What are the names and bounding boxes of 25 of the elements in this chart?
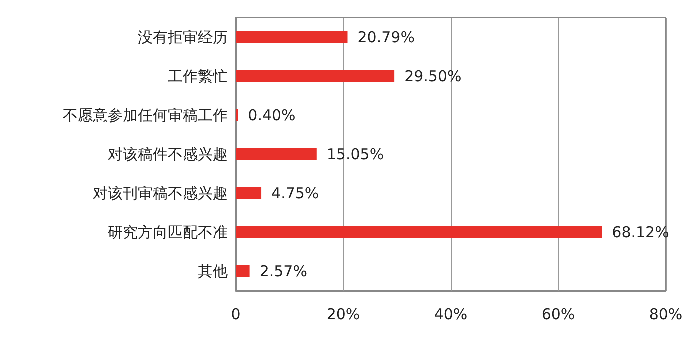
data-label: 4.75% [272,184,320,202]
y-tick-label: 其他 [198,262,228,280]
bar [236,226,602,238]
bar [236,32,348,44]
y-tick-label: 不愿意参加任何审稿工作 [63,106,228,124]
data-label: 2.57% [260,262,308,280]
y-tick-label: 对该稿件不感兴趣 [108,146,228,164]
bar [236,70,395,82]
data-label: 20.79% [358,28,415,46]
y-tick-label: 工作繁忙 [168,68,228,86]
data-label: 15.05% [326,146,384,164]
y-tick-label: 研究方向匹配不准 [108,224,228,242]
data-label: 0.40% [248,106,296,124]
x-tick-label: 80% [649,306,683,324]
x-tick-label: 40% [434,306,468,324]
data-label: 68.12% [612,224,670,242]
x-tick-label: 20% [326,306,360,324]
x-tick-label: 0 [231,306,241,324]
bar [236,148,317,160]
x-tick-label: 60% [542,306,576,324]
bar [236,266,250,278]
data-label: 29.50% [404,68,462,86]
bar [236,188,262,200]
y-tick-label: 对该刊审稿不感兴趣 [93,184,228,202]
y-tick-label: 没有拒审经历 [138,28,228,46]
